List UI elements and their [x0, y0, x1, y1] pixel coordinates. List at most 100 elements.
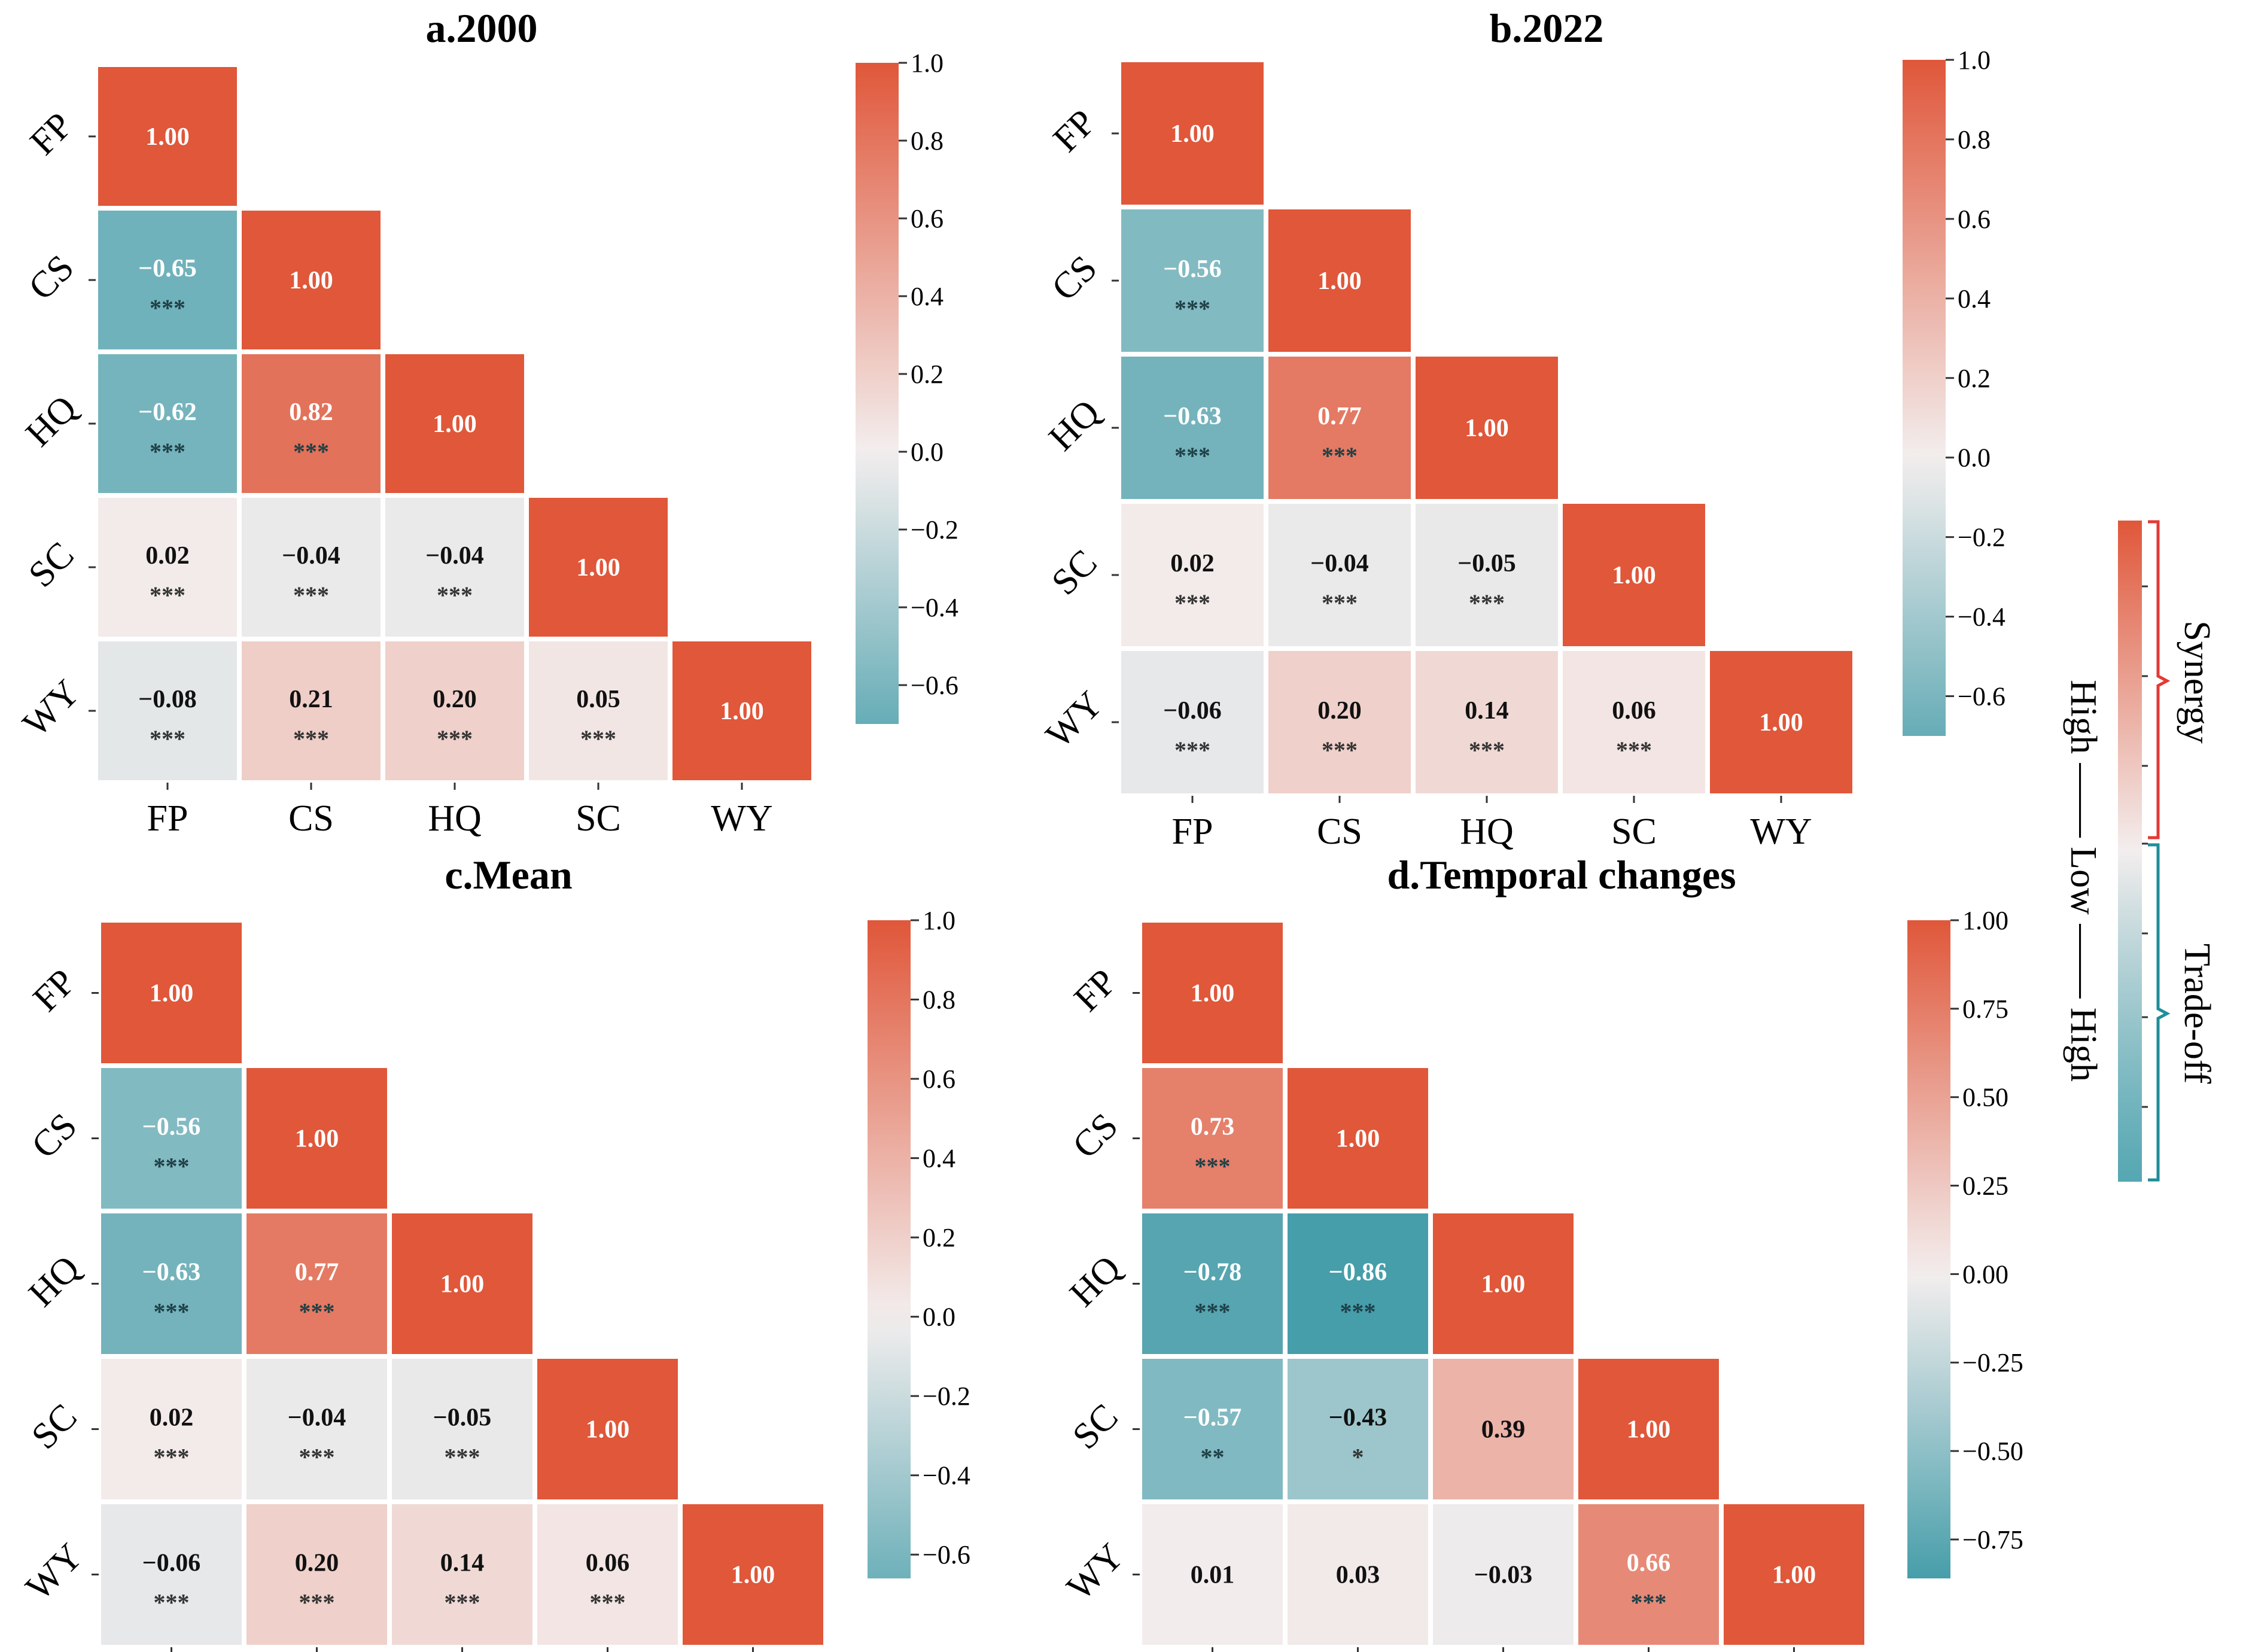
- cell-value-label: −0.62: [138, 398, 196, 426]
- colorbar-tick-label: 0.2: [923, 1223, 955, 1252]
- heatmap-cell: [1288, 1068, 1428, 1209]
- y-tick-label: FP: [1066, 962, 1124, 1020]
- cell-value-label: 1.00: [1481, 1271, 1526, 1298]
- colorbar-tick-label: 0.8: [1958, 125, 1991, 154]
- cell-value-label: 1.00: [145, 123, 190, 151]
- x-tick-label: HQ: [428, 798, 482, 839]
- heatmap-cell: [1288, 1504, 1428, 1645]
- cell-significance-label: *: [1352, 1444, 1364, 1471]
- x-tick-label: WY: [1750, 811, 1812, 852]
- heatmap-cell: [1563, 651, 1705, 793]
- cell-value-label: 0.01: [1191, 1562, 1235, 1589]
- cell-value-label: 0.66: [1627, 1550, 1671, 1577]
- heatmap-cell: [242, 211, 381, 349]
- cell-significance-label: ***: [1195, 1298, 1231, 1325]
- cell-value-label: 0.06: [586, 1550, 630, 1577]
- y-tick-label: HQ: [18, 388, 84, 454]
- cell-significance-label: ***: [154, 1444, 190, 1471]
- colorbar-tick-label: 0.75: [1962, 994, 2008, 1024]
- heatmap-cell: [1578, 1504, 1719, 1645]
- heatmap-cell: [1121, 357, 1264, 499]
- heatmap-cell: [392, 1213, 532, 1354]
- cell-value-label: −0.04: [425, 542, 483, 570]
- heatmap-cell: [98, 498, 237, 637]
- high-low-high-label: High —— Low —— High: [2063, 680, 2104, 1082]
- cell-significance-label: ***: [437, 725, 473, 752]
- cell-value-label: −0.08: [138, 686, 196, 713]
- heatmap-cell: [101, 1213, 242, 1354]
- heatmap-cell: [1121, 209, 1264, 352]
- cell-value-label: 1.00: [289, 267, 333, 294]
- heatmap-cell: [1416, 651, 1558, 793]
- heatmap-cell: [392, 1504, 532, 1645]
- heatmap-cell: [1416, 357, 1558, 499]
- heatmap-cell: [246, 1359, 387, 1499]
- y-tick-label: SC: [1044, 542, 1105, 603]
- colorbar-tick-label: 0.0: [911, 437, 944, 467]
- x-tick-label: CS: [1317, 811, 1362, 852]
- heatmap-cell: [246, 1504, 387, 1645]
- colorbar-tick-label: 1.0: [923, 906, 955, 935]
- cell-significance-label: ***: [1469, 737, 1505, 763]
- heatmap-cell: [1268, 357, 1411, 499]
- cell-significance-label: ***: [293, 725, 329, 752]
- heatmap-cell: [242, 498, 381, 637]
- colorbar-tick-label: 0.6: [923, 1064, 955, 1094]
- colorbar-tick-label: 0.50: [1962, 1083, 2008, 1112]
- colorbar: [868, 920, 911, 1578]
- heatmap-cell: [1268, 651, 1411, 793]
- cell-value-label: 1.00: [1612, 562, 1656, 589]
- panel-title: c.Mean: [445, 852, 572, 898]
- y-tick-label: WY: [1038, 683, 1110, 756]
- heatmap-cell: [1142, 923, 1283, 1063]
- heatmap-cell: [101, 1359, 242, 1499]
- cell-value-label: −0.03: [1474, 1562, 1532, 1589]
- cell-value-label: 1.00: [295, 1125, 339, 1153]
- heatmap-panel-3: c.Mean 1.00 −0.56 *** 1.00 −0.63 *** 0.77 *** 1.0…: [18, 852, 970, 1652]
- cell-value-label: 1.00: [1627, 1416, 1671, 1444]
- colorbar-tick-label: −0.4: [911, 593, 958, 622]
- tradeoff-brace: [2148, 843, 2171, 1182]
- heatmap-cell: [1433, 1504, 1574, 1645]
- cell-value-label: 0.77: [1317, 403, 1362, 430]
- cell-significance-label: ***: [437, 582, 473, 609]
- heatmap-cell: [1121, 504, 1264, 646]
- cell-value-label: −0.63: [1163, 403, 1221, 430]
- cell-significance-label: ***: [445, 1444, 480, 1471]
- cell-significance-label: ***: [1322, 442, 1358, 469]
- colorbar-tick-label: 0.0: [923, 1303, 955, 1332]
- y-tick-label: FP: [22, 105, 80, 163]
- cell-significance-label: ***: [445, 1589, 480, 1616]
- cell-value-label: 0.20: [295, 1550, 339, 1577]
- y-tick-label: WY: [18, 1536, 90, 1608]
- colorbar-tick-label: 0.2: [1958, 364, 1991, 393]
- colorbar-tick-label: 0.00: [1962, 1259, 2008, 1289]
- cell-significance-label: ***: [580, 725, 616, 752]
- panel-title: b.2022: [1490, 5, 1604, 51]
- heatmap-cell: [98, 641, 237, 780]
- y-tick-label: CS: [1065, 1106, 1126, 1167]
- cell-significance-label: ***: [299, 1589, 335, 1616]
- cell-significance-label: ***: [590, 1589, 626, 1616]
- cell-significance-label: ***: [150, 725, 185, 752]
- x-tick-label: SC: [576, 798, 621, 839]
- colorbar-tick-label: −0.6: [911, 671, 958, 700]
- heatmap-cell: [1288, 1213, 1428, 1354]
- cell-value-label: −0.56: [142, 1113, 200, 1141]
- heatmap-cell: [1563, 504, 1705, 646]
- heatmap-cell: [529, 498, 668, 637]
- heatmap-cell: [98, 354, 237, 493]
- heatmap-cell: [1121, 62, 1264, 205]
- colorbar-tick-label: 0.4: [1958, 284, 1991, 314]
- cell-significance-label: ***: [154, 1589, 190, 1616]
- cell-value-label: 1.00: [720, 698, 764, 725]
- colorbar-tick-label: 1.0: [1958, 45, 1991, 75]
- cell-value-label: 1.00: [1191, 980, 1235, 1008]
- cell-significance-label: ***: [150, 294, 185, 321]
- heatmap-cell: [1433, 1359, 1574, 1499]
- cell-value-label: 1.00: [1170, 120, 1215, 148]
- y-tick-label: SC: [1065, 1397, 1126, 1458]
- cell-significance-label: ***: [1174, 295, 1210, 322]
- cell-value-label: −0.04: [288, 1404, 346, 1432]
- cell-significance-label: ***: [1616, 737, 1652, 763]
